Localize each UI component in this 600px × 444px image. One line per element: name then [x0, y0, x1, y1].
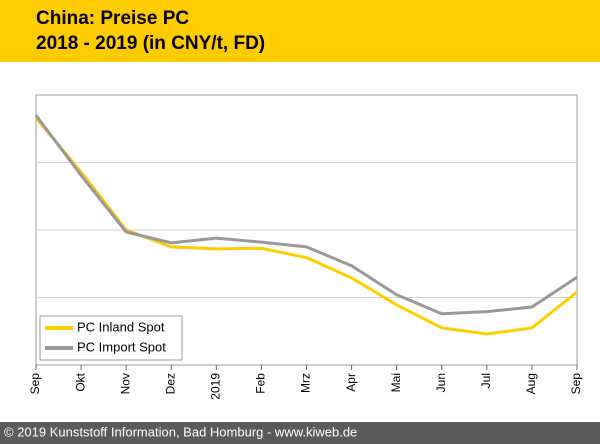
- x-tick-label: Okt: [73, 372, 87, 391]
- x-tick-label: Apr: [344, 373, 358, 392]
- x-tick-label: Mrz: [299, 373, 313, 393]
- x-tick-label: Feb: [254, 373, 268, 394]
- x-tick-label: Mai: [389, 373, 403, 392]
- chart-subtitle: 2018 - 2019 (in CNY/t, FD): [36, 33, 265, 54]
- x-tick-label: Sep: [28, 373, 42, 395]
- footer-band: [0, 422, 600, 444]
- x-tick-label: Nov: [118, 373, 132, 394]
- x-tick-label: Dez: [163, 373, 177, 394]
- x-tick-label: Jun: [434, 373, 448, 392]
- chart-title: China: Preise PC: [36, 8, 189, 29]
- series-line: [34, 114, 578, 316]
- legend-box: [39, 315, 183, 361]
- x-tick-label: Sep: [569, 373, 583, 395]
- legend-label: PC Inland Spot: [77, 319, 165, 334]
- legend-label: PC Import Spot: [77, 339, 166, 354]
- x-tick-label: 2019: [209, 373, 223, 400]
- header-band: [0, 0, 600, 62]
- footer: © 2019 Kunststoff Information, Bad Hombu…: [4, 424, 357, 439]
- x-tick-label: Aug: [524, 373, 538, 394]
- x-tick-label: Jul: [479, 373, 493, 388]
